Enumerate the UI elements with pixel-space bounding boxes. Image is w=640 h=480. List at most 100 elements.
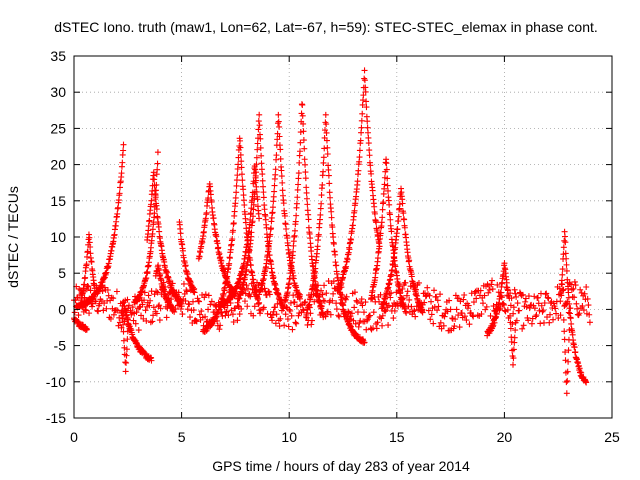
data-point [544,294,551,301]
data-point [116,319,123,326]
data-point [482,306,489,313]
data-point [434,307,441,314]
arc-16-point [356,154,363,161]
data-point [516,307,523,314]
data-point [216,326,223,333]
arc-14-point [300,120,307,127]
arc-12-point [279,304,286,311]
arc-14-point [303,195,310,202]
arc-07-point [151,182,158,189]
arc-12-point [257,144,264,151]
arc-13-point [276,133,283,140]
arc-12-point [261,206,268,213]
data-point [377,291,384,298]
data-point [370,309,377,316]
arc-16-point [358,124,365,131]
data-point [292,319,299,326]
y-tick-label: 30 [50,84,66,100]
dip-point [120,321,127,328]
data-point [265,288,272,295]
arc-10-point [230,220,237,227]
data-point [464,305,471,312]
data-point [584,295,591,302]
data-point [110,311,117,318]
data-point [353,297,360,304]
dip-point [565,336,572,343]
data-point [421,299,428,306]
arc-20-point [563,261,570,268]
data-point [100,307,107,314]
arc-14-point [292,218,299,225]
data-point [150,304,157,311]
data-point [531,293,538,300]
arc-16-point [349,222,356,229]
arc-15-point [319,181,326,188]
arc-16-point [355,167,362,174]
arc-16-point [364,124,371,131]
arc-10-point [234,172,241,179]
data-point [280,305,287,312]
data-point [412,313,419,320]
data-point [289,326,296,333]
data-point [513,293,520,300]
data-point [451,323,458,330]
data-point [573,300,580,307]
data-point [481,292,488,299]
arc-20-point [572,349,579,356]
data-point [147,297,154,304]
arc-16-point [358,129,365,136]
data-point [186,314,193,321]
arc-12-point [253,169,260,176]
arc-12-point [255,118,262,125]
arc-14-point [320,312,327,319]
arc-13-point [271,182,278,189]
dip-point [560,316,567,323]
data-point [83,307,90,314]
data-point [201,294,208,301]
data-point [273,311,280,318]
y-tick-label: -15 [46,410,66,426]
data-point [309,317,316,324]
arc-13-point [296,295,303,302]
data-point [85,283,92,290]
arc-17-point [399,296,406,303]
data-point [327,311,334,318]
data-point [232,305,239,312]
arc-11-point [247,210,254,217]
arc-15-point [323,129,330,136]
x-tick-label: 10 [281,429,297,445]
data-point [470,299,477,306]
data-point [355,323,362,330]
arc-20-point [564,279,571,286]
data-point [473,295,480,302]
arc-15-point [325,172,332,179]
data-point [456,324,463,331]
data-point [330,278,337,285]
y-tick-label: 20 [50,157,66,173]
x-tick-label: 0 [70,429,78,445]
arc-20-point [569,331,576,338]
data-point [330,290,337,297]
data-point [281,322,288,329]
data-point [368,326,375,333]
arc-20-point [560,244,567,251]
data-point [276,323,283,330]
data-point [325,278,332,285]
arc-17-point [387,216,394,223]
arc-20-point [562,239,569,246]
arc-17-point [384,187,391,194]
data-marks [71,67,593,397]
data-point [512,290,519,297]
arc-16-point [351,207,358,214]
arc-10-point [240,192,247,199]
data-point [196,311,203,318]
data-point [319,291,326,298]
arc-07-point [152,194,159,201]
data-point [244,285,251,292]
arc-13-point [269,204,276,211]
data-point [485,289,492,296]
arc-20-point [558,289,565,296]
arc-17-point [379,206,386,213]
data-point [287,299,294,306]
arc-19-point [498,289,505,296]
